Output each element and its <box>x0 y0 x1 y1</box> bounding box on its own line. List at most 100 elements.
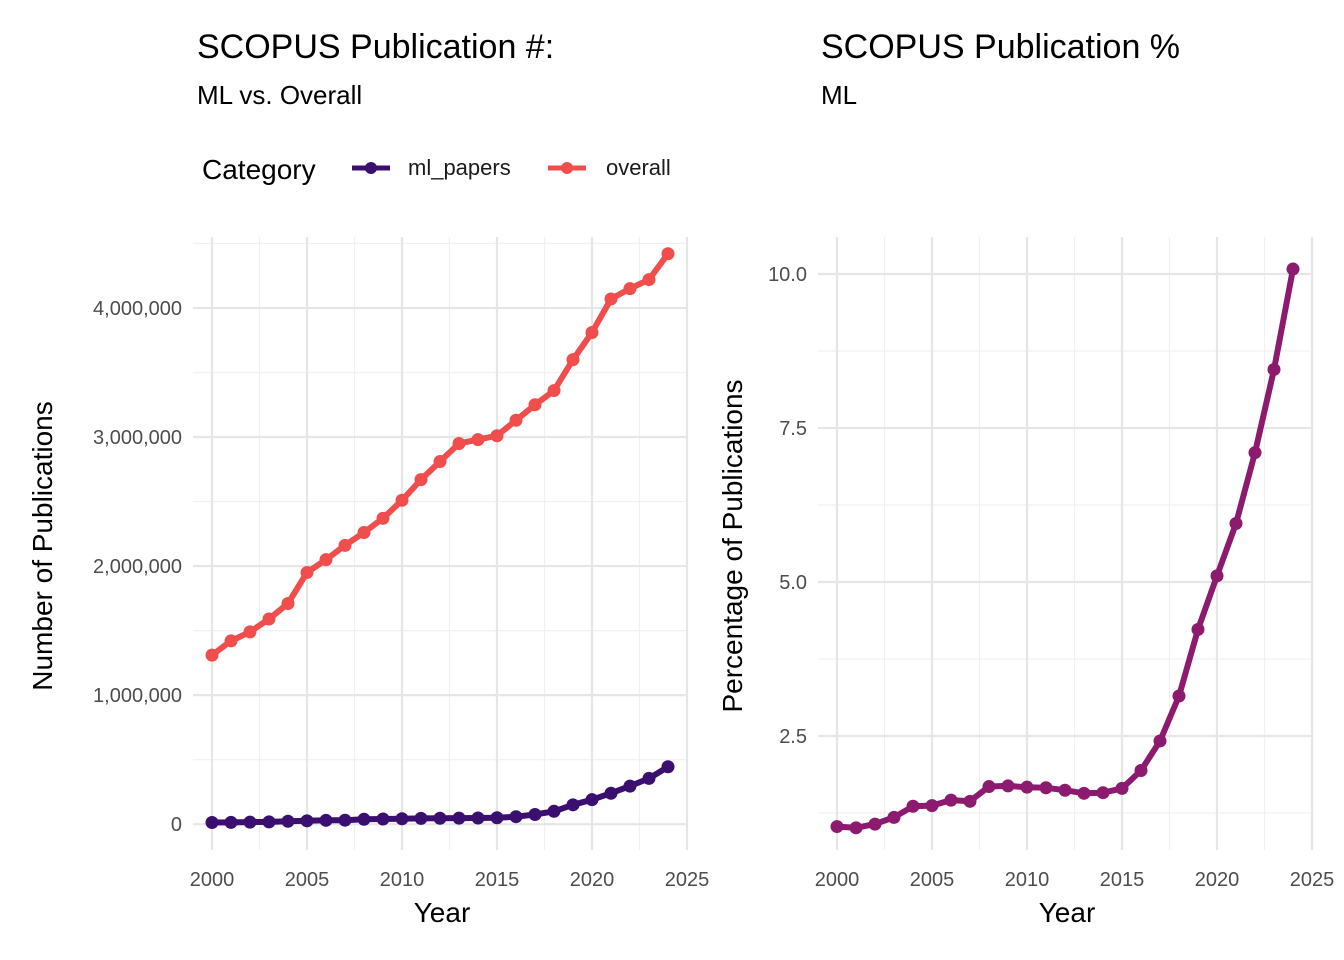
left-x-tick-label: 2020 <box>570 869 615 891</box>
right-data-point-percentage <box>1001 779 1015 793</box>
right-data-point-percentage <box>1115 781 1129 795</box>
right-data-point-percentage <box>1077 786 1091 800</box>
right-data-point-percentage <box>1039 781 1053 795</box>
left-x-tick-label: 2015 <box>475 869 520 891</box>
left-x-tick-label: 2025 <box>665 869 710 891</box>
right-data-point-percentage <box>887 810 901 824</box>
right-data-point-percentage <box>830 820 844 834</box>
left-data-point-overall <box>300 566 314 580</box>
right-y-tick-label: 10.0 <box>768 264 807 286</box>
left-series-line-overall <box>209 250 671 659</box>
left-data-point-overall <box>414 473 428 487</box>
left-data-point-overall <box>452 436 466 450</box>
right-y-tick-label: 5.0 <box>779 572 807 594</box>
right-x-tick-label: 2025 <box>1290 869 1335 891</box>
right-data-point-percentage <box>1020 780 1034 794</box>
right-y-tick-label: 7.5 <box>779 418 807 440</box>
right-x-axis-title: Year <box>1039 897 1096 928</box>
left-data-point-ml-papers <box>433 811 447 825</box>
right-data-point-percentage <box>1172 689 1186 703</box>
right-data-point-percentage <box>1191 622 1205 636</box>
right-x-tick-label: 2015 <box>1100 869 1145 891</box>
left-data-point-overall <box>509 413 523 427</box>
left-data-point-overall <box>642 273 656 287</box>
left-data-point-overall <box>319 553 333 567</box>
right-data-point-percentage <box>944 793 958 807</box>
left-data-point-overall <box>604 292 618 306</box>
legend: Category ml_papers overall <box>202 154 671 185</box>
right-data-point-percentage <box>1153 734 1167 748</box>
left-x-axis-title: Year <box>414 897 471 928</box>
legend-label-ml-papers: ml_papers <box>408 155 511 180</box>
right-chart-title: SCOPUS Publication % <box>821 28 1180 66</box>
left-data-point-ml-papers <box>357 812 371 826</box>
left-data-point-ml-papers <box>300 814 314 828</box>
right-data-point-percentage <box>1096 786 1110 800</box>
left-data-point-overall <box>547 384 561 398</box>
right-x-tick-label: 2005 <box>910 869 955 891</box>
left-plot-panel: 2000 2005 2010 2015 2020 2025 0 1,000,000 2,000,… <box>93 237 709 891</box>
right-data-point-percentage <box>1134 764 1148 778</box>
right-data-point-percentage <box>1229 516 1243 530</box>
left-data-point-ml-papers <box>604 786 618 800</box>
left-data-point-overall <box>243 625 257 639</box>
left-data-point-overall <box>357 526 371 540</box>
right-data-point-percentage <box>1286 262 1300 276</box>
legend-key-ml-papers-marker <box>365 162 377 174</box>
left-data-point-overall <box>490 429 504 443</box>
left-data-point-ml-papers <box>414 811 428 825</box>
right-y-axis-title: Percentage of Publications <box>717 379 748 712</box>
legend-title: Category <box>202 154 316 185</box>
left-data-point-overall <box>566 353 580 367</box>
left-data-point-overall <box>471 433 485 447</box>
left-data-point-ml-papers <box>452 811 466 825</box>
left-data-point-overall <box>623 282 637 296</box>
left-data-point-overall <box>585 325 599 339</box>
right-x-tick-label: 2020 <box>1195 869 1240 891</box>
left-data-point-ml-papers <box>566 798 580 812</box>
left-data-point-overall <box>281 597 295 611</box>
left-data-point-overall <box>262 612 276 626</box>
right-x-tick-label: 2010 <box>1005 869 1050 891</box>
left-data-point-overall <box>433 455 447 469</box>
legend-key-ml-papers <box>352 162 390 174</box>
right-data-point-percentage <box>925 799 939 813</box>
left-y-tick-label: 4,000,000 <box>93 298 182 320</box>
left-data-point-ml-papers <box>376 812 390 826</box>
left-data-point-overall <box>205 648 219 662</box>
left-data-point-ml-papers <box>224 815 238 829</box>
left-data-point-overall <box>661 247 675 261</box>
left-data-point-ml-papers <box>585 793 599 807</box>
right-y-tick-label: 2.5 <box>779 726 807 748</box>
left-y-tick-label: 1,000,000 <box>93 685 182 707</box>
left-data-point-ml-papers <box>623 779 637 793</box>
right-data-point-percentage <box>1267 362 1281 376</box>
left-data-point-ml-papers <box>528 808 542 822</box>
right-data-point-percentage <box>1210 569 1224 583</box>
left-data-point-ml-papers <box>490 811 504 825</box>
left-data-point-ml-papers <box>395 812 409 826</box>
left-chart-title: SCOPUS Publication #: <box>197 28 554 66</box>
left-data-point-overall <box>395 493 409 507</box>
left-data-point-ml-papers <box>471 811 485 825</box>
left-data-point-overall <box>376 511 390 525</box>
right-data-point-percentage <box>868 817 882 831</box>
right-data-point-percentage <box>982 780 996 794</box>
legend-key-overall-marker <box>561 162 573 174</box>
legend-label-overall: overall <box>606 155 671 180</box>
left-y-tick-label: 2,000,000 <box>93 556 182 578</box>
left-x-tick-label: 2000 <box>190 869 235 891</box>
left-data-point-ml-papers <box>642 771 656 785</box>
right-data-point-percentage <box>906 799 920 813</box>
right-data-point-percentage <box>849 821 863 835</box>
right-data-point-percentage <box>1248 446 1262 460</box>
left-data-point-ml-papers <box>262 815 276 829</box>
left-data-point-ml-papers <box>319 813 333 827</box>
left-data-point-ml-papers <box>509 810 523 824</box>
right-data-point-percentage <box>963 794 977 808</box>
legend-key-overall <box>548 162 586 174</box>
left-data-point-overall <box>224 634 238 648</box>
left-data-point-overall <box>338 538 352 552</box>
